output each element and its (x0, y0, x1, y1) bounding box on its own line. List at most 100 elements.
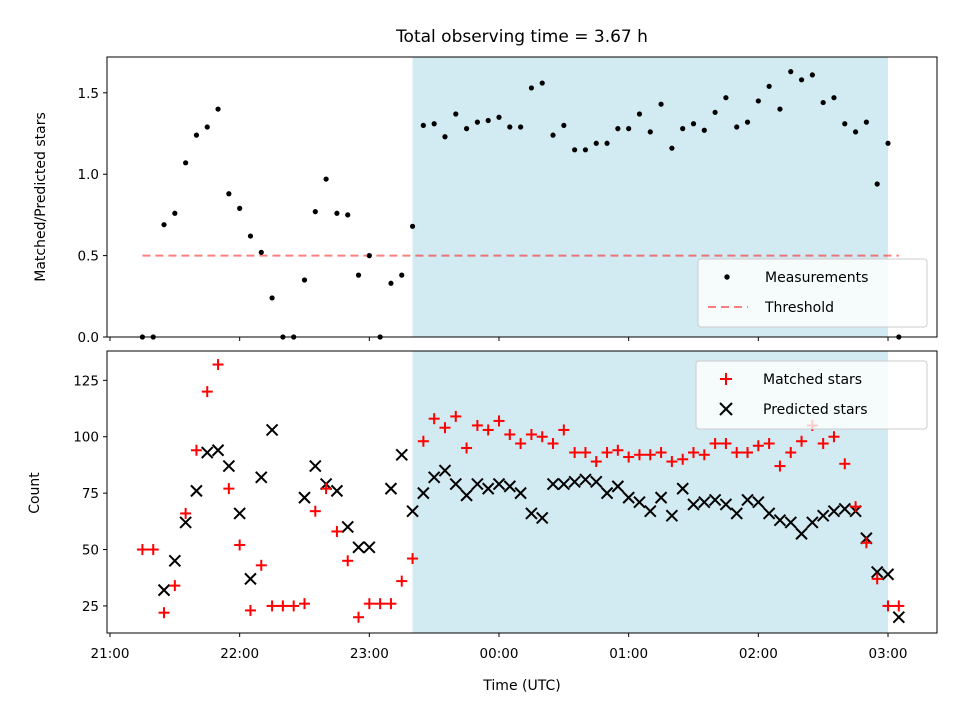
predicted-point (168, 554, 182, 568)
predicted-point-stroke (309, 459, 322, 473)
bottom-y-tick-label: 100 (73, 430, 99, 446)
matched-point (893, 600, 905, 612)
predicted-point-stroke (514, 486, 527, 500)
top-y-tick-label: 0.5 (78, 249, 99, 265)
measurement-point (874, 181, 880, 187)
predicted-point-stroke (795, 527, 808, 540)
matched-point (525, 428, 537, 440)
predicted-point (708, 493, 722, 507)
measurement-point (366, 253, 372, 259)
predicted-point-stroke (665, 509, 679, 522)
predicted-point (298, 491, 311, 504)
predicted-point-stroke (546, 477, 560, 491)
predicted-point-stroke (719, 498, 733, 511)
bottom-y-tick-label: 50 (82, 543, 99, 559)
predicted-point (244, 572, 257, 586)
predicted-point-stroke (730, 507, 743, 520)
measurement-point (496, 114, 502, 120)
matched-point (860, 537, 872, 549)
matched-point (428, 413, 440, 425)
bottom-x-tick-label: 02:00 (739, 646, 778, 662)
matched-point (320, 483, 332, 495)
predicted-point-stroke (471, 477, 484, 491)
predicted-point (514, 486, 527, 500)
matched-point (666, 456, 678, 468)
bottom-y-tick-label: 75 (82, 486, 99, 502)
matched-point (309, 505, 321, 517)
measurement-point (680, 126, 686, 132)
matched-point (255, 559, 267, 571)
measurement-point (582, 147, 589, 153)
measurement-point (409, 223, 416, 229)
top-legend: Measurements Threshold (697, 258, 928, 328)
predicted-point (784, 516, 797, 529)
legend-matched-label: Matched stars (763, 372, 862, 388)
measurement-point (550, 132, 556, 138)
matched-point (763, 437, 775, 449)
measurement-point (744, 119, 751, 125)
measurement-point (399, 272, 405, 278)
predicted-point-stroke (492, 477, 506, 491)
predicted-point (406, 504, 419, 518)
matched-point (299, 598, 310, 610)
measurement-point (863, 119, 869, 125)
predicted-point (179, 516, 192, 529)
bottom-x-ticks: 21:00 22:00 23:00 00:00 01:00 02:00 03:00 (91, 633, 907, 662)
measurement-point (226, 191, 232, 197)
measurement-point (636, 111, 643, 117)
predicted-point-stroke (773, 513, 787, 527)
measurement-point (172, 210, 178, 216)
matched-point (180, 507, 192, 519)
measurement-point (528, 85, 535, 91)
matched-point (698, 449, 710, 461)
predicted-point (352, 541, 365, 554)
matched-point (147, 544, 159, 556)
predicted-point (568, 475, 581, 489)
bottom-x-tick-label: 21:00 (91, 646, 130, 662)
matched-point (461, 442, 473, 454)
measurement-point (237, 205, 243, 211)
predicted-point-stroke (341, 520, 354, 534)
matched-point (633, 449, 645, 461)
predicted-point-stroke (816, 509, 830, 522)
matched-point (190, 444, 202, 456)
measurement-point (593, 140, 599, 146)
predicted-point-stroke (481, 482, 495, 495)
predicted-point (471, 477, 484, 491)
matched-point (385, 598, 397, 610)
top-y-ticks: 0.0 0.5 1.0 1.5 (78, 86, 107, 346)
matched-point (374, 598, 386, 610)
matched-point (158, 607, 170, 619)
predicted-point-stroke (406, 504, 419, 518)
bottom-legend-box (695, 360, 928, 430)
predicted-point-stroke (395, 448, 408, 461)
predicted-point-stroke (211, 444, 225, 457)
predicted-point-stroke (600, 486, 614, 500)
bottom-legend: Matched stars Predicted stars (695, 360, 928, 430)
chart-title: Total observing time = 3.67 h (395, 27, 648, 47)
measurement-point (701, 127, 707, 133)
predicted-point-stroke (687, 498, 700, 511)
matched-point (288, 600, 300, 612)
predicted-point (384, 482, 398, 495)
measurement-point (345, 212, 351, 218)
matched-point (223, 483, 235, 495)
bottom-y-axis-label: Count (27, 472, 43, 514)
legend-measurements-label: Measurements (765, 270, 868, 286)
predicted-point (579, 473, 592, 486)
predicted-point (525, 507, 538, 520)
predicted-point-stroke (244, 572, 257, 586)
predicted-point (309, 459, 322, 473)
predicted-point-stroke (698, 495, 711, 509)
predicted-point-stroke (622, 491, 635, 504)
matched-point (677, 453, 689, 465)
measurement-point (690, 121, 697, 127)
matched-point (353, 611, 365, 623)
measurement-point (485, 117, 491, 124)
predicted-point (644, 504, 657, 518)
predicted-point-stroke (708, 493, 722, 507)
measurement-point (777, 106, 783, 112)
matched-point (547, 437, 559, 449)
measurement-point (572, 147, 578, 153)
